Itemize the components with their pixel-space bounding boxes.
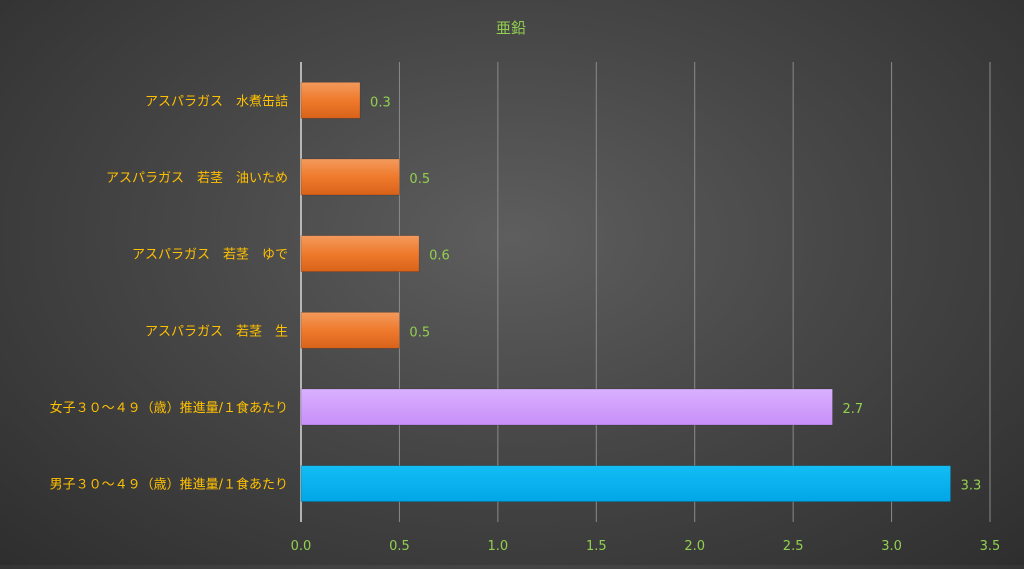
data-label: 0.6 xyxy=(429,249,450,264)
x-tick-label: 3.0 xyxy=(881,539,902,554)
x-tick-label: 3.5 xyxy=(980,539,1001,554)
category-label: アスパラガス 水煮缶詰 xyxy=(145,93,288,109)
x-tick-label: 1.5 xyxy=(586,539,607,554)
category-label: アスパラガス 若茎 油いため xyxy=(106,170,288,186)
data-label: 0.5 xyxy=(409,325,430,340)
category-label: アスパラガス 若茎 生 xyxy=(145,323,288,339)
chart-title: 亜鉛 xyxy=(496,19,526,37)
bars xyxy=(300,82,951,502)
bar xyxy=(300,312,400,349)
data-label: 2.7 xyxy=(843,402,864,417)
data-label: 0.5 xyxy=(409,172,430,187)
bar xyxy=(300,388,833,426)
bar xyxy=(300,465,951,502)
labels: 0.0 0.5 1.0 1.5 2.0 2.5 3.0 3.5 アスパラガス 水煮缶詰 0.3 アス… xyxy=(50,93,1001,554)
gridlines xyxy=(300,62,991,522)
x-tick-label: 0.5 xyxy=(389,539,410,554)
category-label: アスパラガス 若茎 ゆで xyxy=(132,247,288,263)
x-tick-label: 2.0 xyxy=(684,539,705,554)
x-tick-label: 2.5 xyxy=(783,539,804,554)
category-label: 男子３０～４９（歳）推進量/１食あたり xyxy=(50,477,288,493)
bar xyxy=(300,158,400,196)
bar xyxy=(300,82,361,119)
data-label: 3.3 xyxy=(961,479,982,494)
x-tick-label: 0.0 xyxy=(291,539,312,554)
category-label: 女子３０～４９（歳）推進量/１食あたり xyxy=(50,400,288,416)
x-tick-label: 1.0 xyxy=(488,539,509,554)
data-label: 0.3 xyxy=(370,95,391,110)
bar xyxy=(300,235,420,272)
